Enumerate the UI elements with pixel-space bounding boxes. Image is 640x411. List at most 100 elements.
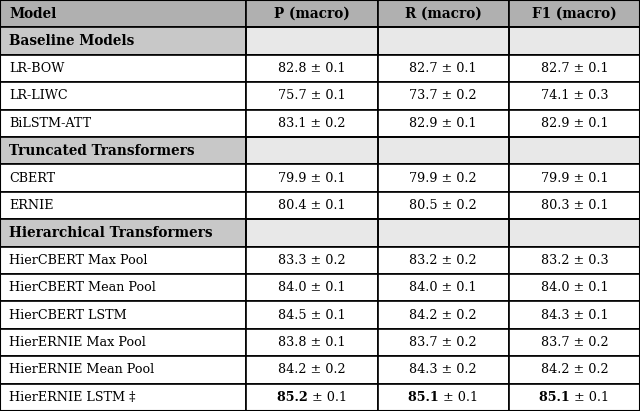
Text: Hierarchical Transformers: Hierarchical Transformers xyxy=(9,226,212,240)
Bar xyxy=(509,28,640,55)
Bar xyxy=(0,164,246,192)
Text: HierERNIE Mean Pool: HierERNIE Mean Pool xyxy=(9,363,154,376)
Bar xyxy=(246,274,378,301)
Text: 84.2 ± 0.2: 84.2 ± 0.2 xyxy=(541,363,608,376)
Bar xyxy=(509,0,640,28)
Text: BiLSTM-ATT: BiLSTM-ATT xyxy=(9,117,91,130)
Bar xyxy=(378,164,509,192)
Bar xyxy=(0,219,246,247)
Bar xyxy=(0,192,246,219)
Bar xyxy=(509,82,640,110)
Bar xyxy=(246,383,378,411)
Text: 85.2: 85.2 xyxy=(276,391,312,404)
Bar xyxy=(378,356,509,383)
Bar xyxy=(0,82,246,110)
Bar xyxy=(509,301,640,329)
Text: Truncated Transformers: Truncated Transformers xyxy=(9,144,195,158)
Text: HierERNIE LSTM ‡: HierERNIE LSTM ‡ xyxy=(9,391,136,404)
Text: 82.7 ± 0.1: 82.7 ± 0.1 xyxy=(541,62,608,75)
Bar xyxy=(378,274,509,301)
Text: HierCBERT Mean Pool: HierCBERT Mean Pool xyxy=(9,281,156,294)
Text: HierERNIE Max Pool: HierERNIE Max Pool xyxy=(9,336,146,349)
Bar xyxy=(378,301,509,329)
Bar xyxy=(378,137,509,164)
Text: 83.7 ± 0.2: 83.7 ± 0.2 xyxy=(410,336,477,349)
Bar xyxy=(509,356,640,383)
Text: 83.3 ± 0.2: 83.3 ± 0.2 xyxy=(278,254,346,267)
Bar xyxy=(378,383,509,411)
Text: 83.2 ± 0.3: 83.2 ± 0.3 xyxy=(541,254,608,267)
Text: 83.7 ± 0.2: 83.7 ± 0.2 xyxy=(541,336,608,349)
Bar xyxy=(246,329,378,356)
Text: ERNIE: ERNIE xyxy=(9,199,54,212)
Text: Baseline Models: Baseline Models xyxy=(9,34,134,48)
Bar xyxy=(509,383,640,411)
Bar xyxy=(509,164,640,192)
Text: 84.5 ± 0.1: 84.5 ± 0.1 xyxy=(278,309,346,321)
Text: Model: Model xyxy=(9,7,56,21)
Text: R (macro): R (macro) xyxy=(405,7,481,21)
Bar xyxy=(0,383,246,411)
Text: 73.7 ± 0.2: 73.7 ± 0.2 xyxy=(410,90,477,102)
Bar xyxy=(0,0,246,28)
Bar xyxy=(246,192,378,219)
Text: 82.8 ± 0.1: 82.8 ± 0.1 xyxy=(278,62,346,75)
Bar xyxy=(378,28,509,55)
Text: LR-LIWC: LR-LIWC xyxy=(9,90,68,102)
Text: 79.9 ± 0.1: 79.9 ± 0.1 xyxy=(541,172,608,185)
Text: 80.3 ± 0.1: 80.3 ± 0.1 xyxy=(541,199,608,212)
Text: 82.9 ± 0.1: 82.9 ± 0.1 xyxy=(410,117,477,130)
Text: 79.9 ± 0.2: 79.9 ± 0.2 xyxy=(410,172,477,185)
Text: 85.1: 85.1 xyxy=(539,391,575,404)
Bar xyxy=(246,55,378,82)
Text: 84.3 ± 0.1: 84.3 ± 0.1 xyxy=(541,309,608,321)
Bar xyxy=(246,82,378,110)
Bar xyxy=(509,247,640,274)
Bar xyxy=(246,28,378,55)
Bar xyxy=(246,28,640,55)
Bar xyxy=(378,110,509,137)
Bar xyxy=(378,247,509,274)
Text: P (macro): P (macro) xyxy=(274,7,350,21)
Bar xyxy=(246,301,378,329)
Bar xyxy=(0,55,246,82)
Bar xyxy=(0,301,246,329)
Bar xyxy=(378,55,509,82)
Bar xyxy=(246,137,640,164)
Text: 79.9 ± 0.1: 79.9 ± 0.1 xyxy=(278,172,346,185)
Bar xyxy=(246,164,378,192)
Text: ± 0.1: ± 0.1 xyxy=(312,391,347,404)
Text: 84.2 ± 0.2: 84.2 ± 0.2 xyxy=(278,363,346,376)
Bar xyxy=(378,0,509,28)
Text: 83.2 ± 0.2: 83.2 ± 0.2 xyxy=(410,254,477,267)
Bar xyxy=(378,192,509,219)
Text: LR-BOW: LR-BOW xyxy=(9,62,65,75)
Text: 74.1 ± 0.3: 74.1 ± 0.3 xyxy=(541,90,608,102)
Text: ± 0.1: ± 0.1 xyxy=(443,391,478,404)
Text: 84.2 ± 0.2: 84.2 ± 0.2 xyxy=(410,309,477,321)
Text: 83.1 ± 0.2: 83.1 ± 0.2 xyxy=(278,117,346,130)
Text: CBERT: CBERT xyxy=(9,172,55,185)
Text: F1 (macro): F1 (macro) xyxy=(532,7,617,21)
Bar xyxy=(0,137,246,164)
Bar xyxy=(0,356,246,383)
Text: 75.7 ± 0.1: 75.7 ± 0.1 xyxy=(278,90,346,102)
Text: 82.7 ± 0.1: 82.7 ± 0.1 xyxy=(410,62,477,75)
Text: 82.9 ± 0.1: 82.9 ± 0.1 xyxy=(541,117,608,130)
Bar xyxy=(0,274,246,301)
Bar xyxy=(246,110,378,137)
Bar xyxy=(246,219,378,247)
Bar xyxy=(509,55,640,82)
Bar xyxy=(378,82,509,110)
Text: 80.4 ± 0.1: 80.4 ± 0.1 xyxy=(278,199,346,212)
Text: 84.0 ± 0.1: 84.0 ± 0.1 xyxy=(541,281,608,294)
Text: 84.0 ± 0.1: 84.0 ± 0.1 xyxy=(278,281,346,294)
Text: HierCBERT LSTM: HierCBERT LSTM xyxy=(9,309,127,321)
Bar xyxy=(246,137,378,164)
Bar xyxy=(0,329,246,356)
Text: 85.1: 85.1 xyxy=(408,391,443,404)
Bar xyxy=(246,356,378,383)
Bar xyxy=(0,247,246,274)
Bar xyxy=(509,192,640,219)
Bar xyxy=(0,110,246,137)
